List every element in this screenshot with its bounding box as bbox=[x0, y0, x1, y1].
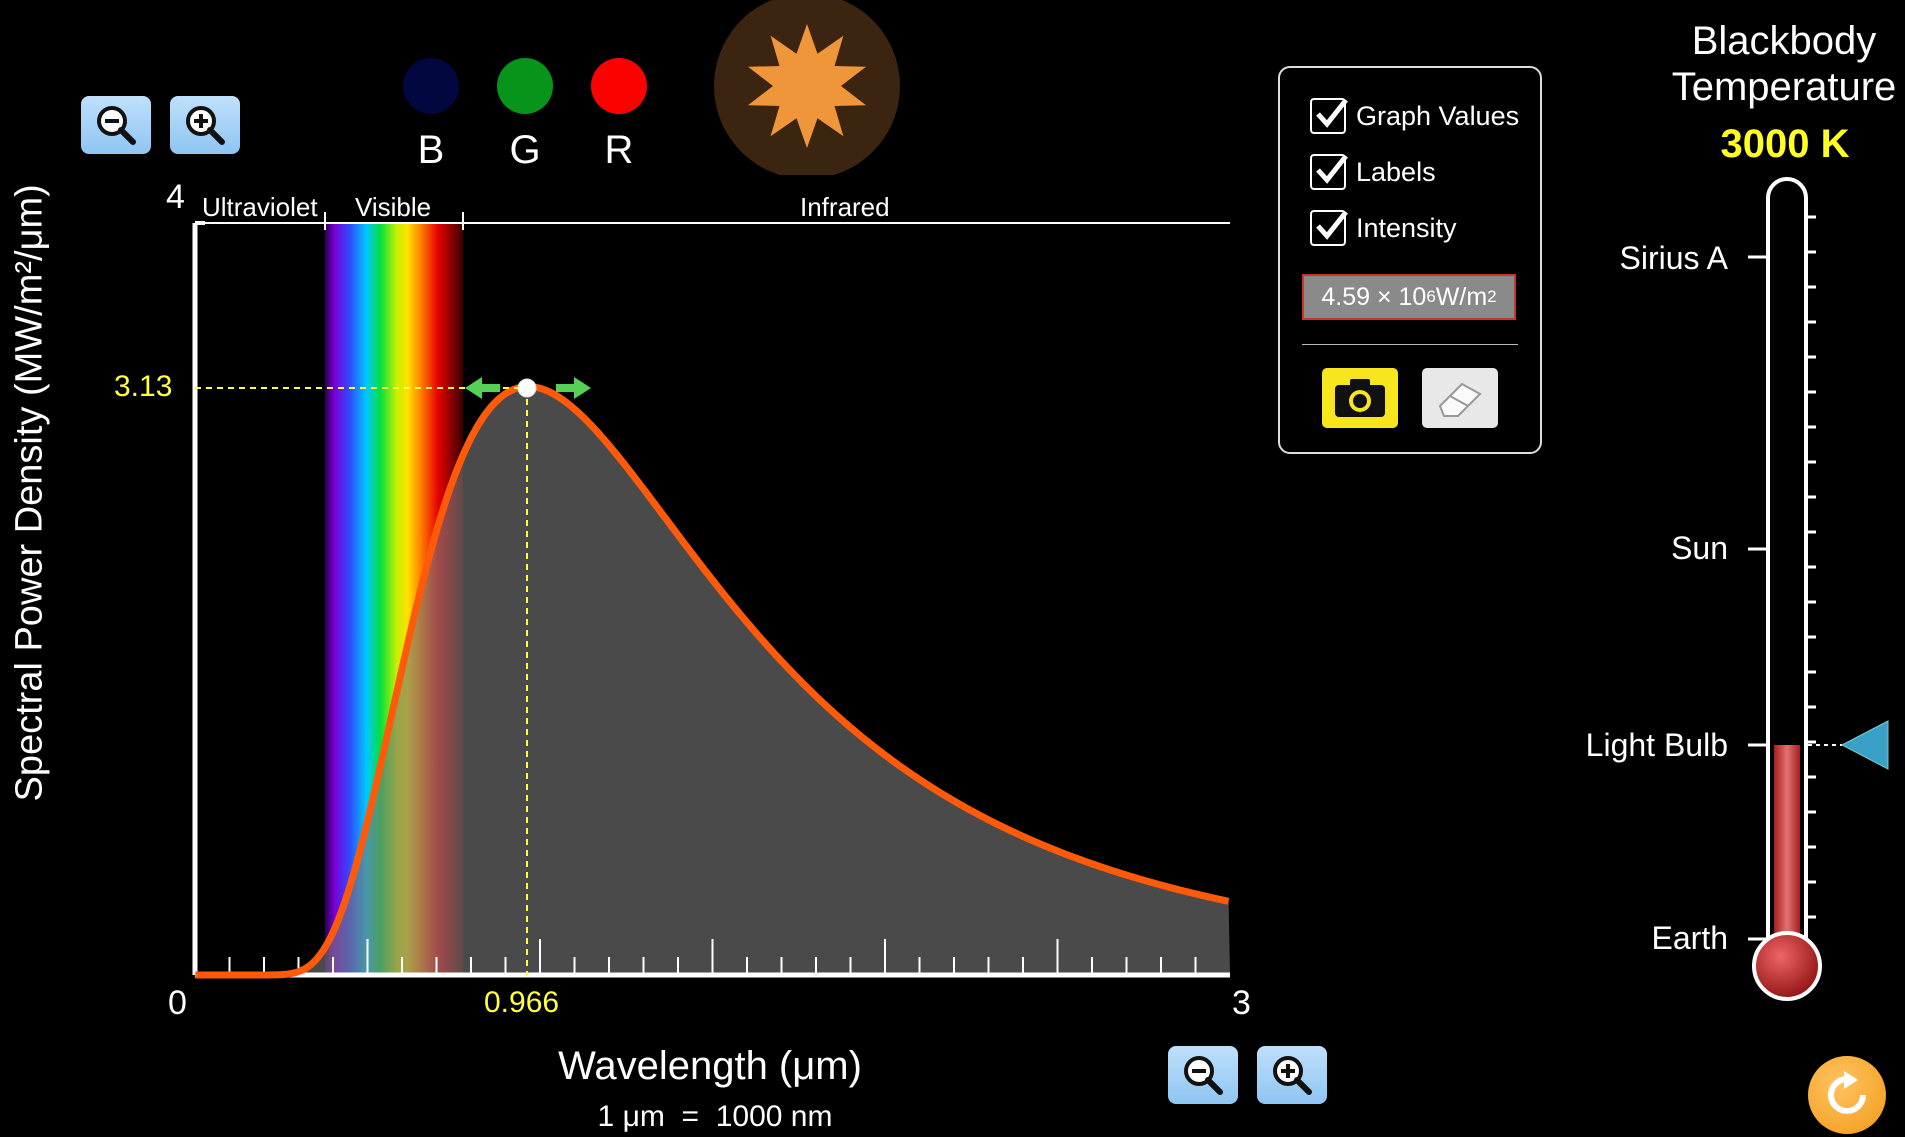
infrared-label: Infrared bbox=[800, 192, 890, 222]
temperature-value: 3000 K bbox=[1720, 122, 1850, 166]
intensity-readout: 4.59 × 10 6 W/m 2 bbox=[1302, 274, 1516, 320]
peak-point[interactable] bbox=[517, 378, 537, 398]
temperature-title: Blackbody Temperature bbox=[1671, 19, 1897, 109]
intensity-unit-exponent: 2 bbox=[1487, 287, 1497, 306]
zoom-in-icon bbox=[186, 106, 225, 145]
star-view bbox=[714, 0, 900, 179]
x-zoom-in-button[interactable] bbox=[1257, 1046, 1327, 1104]
peak-y-value: 3.13 bbox=[114, 370, 173, 403]
unit-conversion: 1 μm = 1000 nm bbox=[597, 1100, 833, 1133]
x-zoom-out-button[interactable] bbox=[1168, 1046, 1238, 1104]
star-icon bbox=[714, 0, 900, 179]
reset-icon bbox=[1828, 1071, 1866, 1114]
green-intensity-dot bbox=[497, 58, 553, 114]
green-label: G bbox=[509, 128, 541, 172]
y-zoom-out-button[interactable] bbox=[81, 96, 151, 154]
intensity-label: Intensity bbox=[1356, 212, 1457, 243]
red-label: R bbox=[604, 128, 634, 172]
y-axis-title: Spectral Power Density (MW/m²/μm) bbox=[8, 184, 51, 802]
reset-button[interactable] bbox=[1808, 1056, 1886, 1134]
blackbody-curve bbox=[195, 383, 1230, 979]
red-intensity-dot bbox=[591, 58, 647, 114]
thermometer bbox=[1748, 177, 1889, 1001]
graph-values-checkbox[interactable]: Graph Values bbox=[1310, 98, 1519, 134]
left-arrow-icon[interactable] bbox=[465, 377, 500, 399]
intensity-exponent: 6 bbox=[1426, 287, 1436, 306]
right-arrow-icon[interactable] bbox=[556, 377, 591, 399]
labels-checkbox[interactable]: Labels bbox=[1310, 154, 1436, 190]
earth-label: Earth bbox=[1651, 920, 1728, 956]
curve-area bbox=[195, 386, 1230, 976]
uv-label: Ultraviolet bbox=[202, 192, 318, 222]
erase-snapshots-button[interactable] bbox=[1422, 368, 1498, 428]
light-bulb-label: Light Bulb bbox=[1585, 727, 1728, 763]
peak-handle[interactable] bbox=[465, 377, 591, 399]
x-axis-title: Wavelength (μm) bbox=[558, 1044, 862, 1088]
sun-label: Sun bbox=[1671, 530, 1728, 566]
camera-icon bbox=[1335, 379, 1385, 417]
blue-intensity-dot bbox=[403, 58, 459, 114]
y-max-label: 4 bbox=[166, 178, 185, 216]
checkbox-icon[interactable] bbox=[1310, 154, 1348, 190]
zoom-out-icon bbox=[97, 106, 136, 145]
y-zoom-in-button[interactable] bbox=[170, 96, 240, 154]
intensity-checkbox[interactable]: Intensity bbox=[1310, 210, 1457, 246]
blue-label: B bbox=[417, 128, 445, 172]
zoom-out-icon bbox=[1184, 1056, 1223, 1095]
temperature-slider-arrow-icon[interactable] bbox=[1840, 720, 1889, 770]
checkbox-icon[interactable] bbox=[1310, 210, 1348, 246]
checkbox-icon[interactable] bbox=[1310, 98, 1348, 134]
options-panel: Graph Values Labels Intensity 4.59 × 10 6… bbox=[1278, 66, 1542, 454]
peak-x-value: 0.966 bbox=[484, 986, 560, 1019]
graph-values-label: Graph Values bbox=[1356, 100, 1520, 131]
visible-label: Visible bbox=[355, 192, 432, 222]
panel-divider bbox=[1302, 344, 1518, 345]
temperature-fill bbox=[1774, 745, 1800, 945]
snapshot-button[interactable] bbox=[1322, 368, 1398, 428]
x-ticks bbox=[228, 939, 1197, 975]
sirius-a-label: Sirius A bbox=[1619, 240, 1728, 276]
zoom-in-icon bbox=[1273, 1056, 1312, 1095]
labels-label: Labels bbox=[1356, 156, 1436, 187]
intensity-unit: W/m bbox=[1435, 282, 1488, 311]
thermometer-bulb bbox=[1752, 931, 1822, 1001]
x-max-label: 3 bbox=[1232, 984, 1251, 1022]
x-min-label: 0 bbox=[168, 984, 187, 1022]
spectrum-chart bbox=[192, 212, 1230, 979]
eraser-icon bbox=[1438, 382, 1482, 417]
intensity-mantissa: 4.59 × 10 bbox=[1321, 282, 1427, 311]
